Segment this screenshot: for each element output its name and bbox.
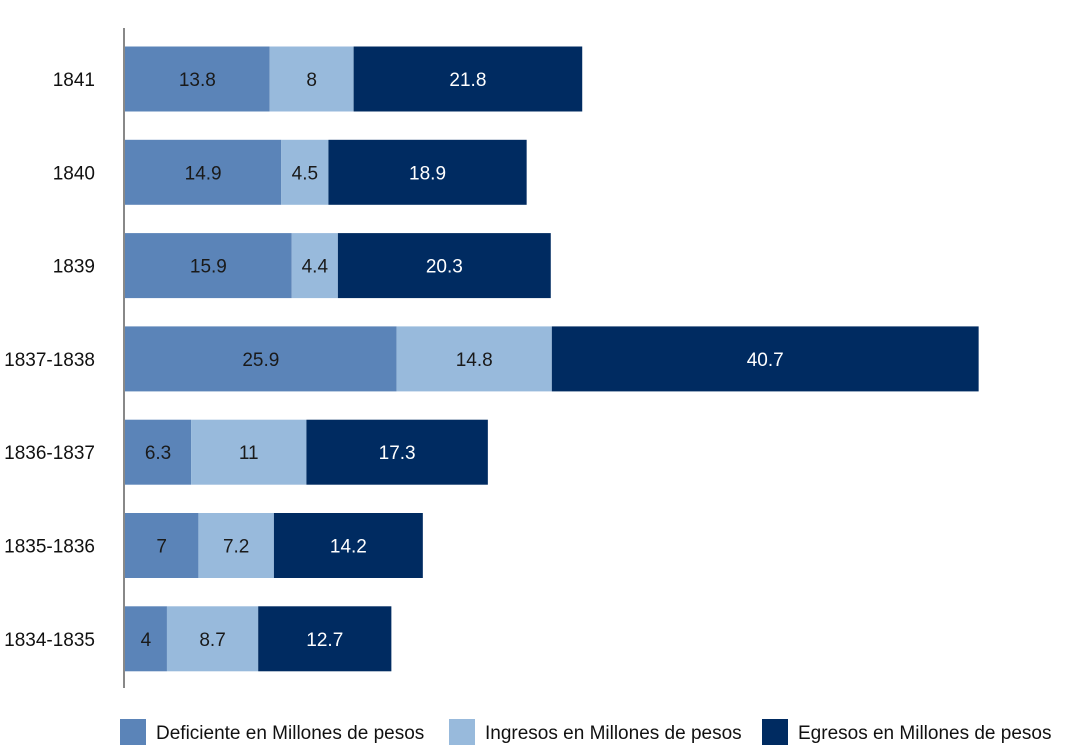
data-label-1840-series-2: 18.9 (409, 163, 446, 184)
data-label-1836-1837-series-0: 6.3 (145, 443, 171, 464)
bar-1837-1838-series-0 (125, 326, 397, 392)
legend: Deficiente en Millones de pesos Ingresos … (120, 719, 1051, 745)
data-label-1841-series-0: 13.8 (179, 70, 216, 91)
data-label-1837-1838-series-1: 14.8 (456, 350, 493, 371)
data-label-1839-series-0: 15.9 (190, 257, 227, 278)
bar-1837-1838-series-1 (396, 326, 552, 392)
legend-swatch-2 (762, 719, 788, 745)
bar-1840-series-2 (328, 139, 527, 205)
data-label-1836-1837-series-2: 17.3 (379, 443, 416, 464)
bar-1837-1838-series-2 (551, 326, 979, 392)
data-label-1835-1836-series-2: 14.2 (330, 537, 367, 558)
bar-1839-series-0 (125, 233, 292, 299)
category-label-1837-1838: 1837-1838 (4, 350, 95, 371)
category-label-1836-1837: 1836-1837 (4, 443, 95, 464)
bar-1834-1835-series-1 (166, 606, 259, 672)
legend-swatch-1 (449, 719, 475, 745)
bar-1835-1836-series-1 (198, 513, 274, 578)
data-label-1834-1835-series-0: 4 (141, 630, 152, 651)
bar-1835-1836-series-0 (125, 513, 199, 578)
legend-label-1: Ingresos en Millones de pesos (485, 723, 742, 744)
data-label-1841-series-1: 8 (306, 70, 317, 91)
data-label-1834-1835-series-1: 8.7 (199, 630, 225, 651)
bars-layer: 13.8 8 21.8 14.9 4.5 18.9 15.9 4.4 20.3 25.9 14.8 4… (125, 46, 979, 672)
bar-1834-1835-series-2 (258, 606, 392, 672)
data-label-1839-series-2: 20.3 (426, 257, 463, 278)
category-labels: 1841 1840 1839 1837-1838 1836-1837 1835-1836 1… (4, 70, 95, 651)
category-label-1834-1835: 1834-1835 (4, 630, 95, 651)
data-label-1839-series-1: 4.4 (302, 257, 329, 278)
bar-1836-1837-series-0 (125, 419, 192, 485)
bar-1841-series-2 (353, 46, 583, 112)
data-label-1835-1836-series-0: 7 (156, 537, 167, 558)
category-label-1839: 1839 (53, 257, 95, 278)
bar-1840-series-1 (281, 139, 329, 205)
bar-1840-series-0 (125, 139, 282, 205)
category-label-1841: 1841 (53, 70, 95, 91)
legend-swatch-0 (120, 719, 146, 745)
bar-1834-1835-series-0 (125, 606, 167, 672)
data-label-1840-series-0: 14.9 (185, 163, 222, 184)
data-label-1841-series-2: 21.8 (449, 70, 486, 91)
bar-1841-series-1 (269, 46, 354, 112)
bar-1836-1837-series-1 (191, 419, 307, 485)
data-label-1840-series-1: 4.5 (292, 163, 318, 184)
data-label-1837-1838-series-2: 40.7 (747, 350, 784, 371)
category-label-1840: 1840 (53, 163, 95, 184)
bar-1836-1837-series-2 (306, 419, 488, 485)
bar-1835-1836-series-2 (273, 513, 423, 578)
bar-1839-series-2 (337, 233, 551, 299)
data-label-1837-1838-series-0: 25.9 (242, 350, 279, 371)
legend-label-0: Deficiente en Millones de pesos (156, 723, 424, 744)
bar-1841-series-0 (125, 46, 270, 112)
bar-1839-series-1 (291, 233, 338, 299)
data-label-1834-1835-series-2: 12.7 (306, 630, 343, 651)
data-label-1835-1836-series-1: 7.2 (223, 537, 249, 558)
legend-label-2: Egresos en Millones de pesos (798, 723, 1051, 744)
category-label-1835-1836: 1835-1836 (4, 537, 95, 558)
data-label-1836-1837-series-1: 11 (239, 443, 259, 464)
